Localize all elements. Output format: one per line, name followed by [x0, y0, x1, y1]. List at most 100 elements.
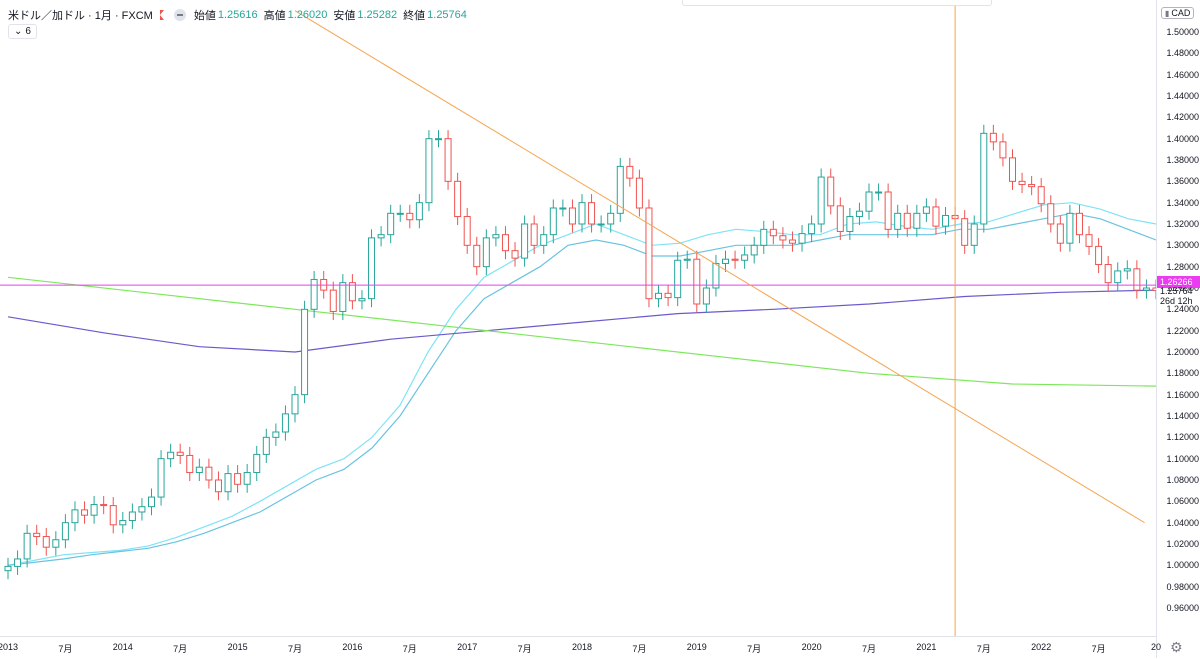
candle[interactable]: [128, 511, 136, 522]
candle[interactable]: [157, 458, 165, 498]
candle[interactable]: [454, 180, 462, 218]
candle[interactable]: [444, 138, 452, 182]
candle[interactable]: [664, 292, 672, 299]
candle[interactable]: [942, 214, 950, 227]
candle[interactable]: [14, 558, 22, 567]
candle[interactable]: [626, 165, 634, 179]
candle[interactable]: [760, 228, 768, 246]
candle[interactable]: [1085, 234, 1093, 247]
candle[interactable]: [358, 298, 366, 302]
candle[interactable]: [1142, 287, 1150, 291]
candle[interactable]: [999, 141, 1007, 159]
candle[interactable]: [1123, 268, 1131, 272]
candle[interactable]: [894, 212, 902, 230]
candle[interactable]: [559, 207, 567, 210]
candle[interactable]: [348, 282, 356, 302]
candle[interactable]: [406, 212, 414, 221]
candle[interactable]: [855, 210, 863, 218]
candle[interactable]: [272, 431, 280, 438]
candle[interactable]: [301, 308, 309, 396]
candle[interactable]: [195, 466, 203, 474]
candle[interactable]: [243, 472, 251, 485]
moving-average-1[interactable]: [7, 202, 1156, 566]
candle[interactable]: [33, 532, 41, 538]
candle[interactable]: [90, 504, 98, 516]
candle[interactable]: [511, 250, 519, 259]
candle[interactable]: [1066, 212, 1074, 244]
candle[interactable]: [712, 262, 720, 289]
candle[interactable]: [1009, 157, 1016, 182]
candle[interactable]: [425, 138, 433, 204]
candle[interactable]: [1018, 180, 1026, 186]
candle[interactable]: [368, 237, 376, 300]
candle[interactable]: [970, 223, 978, 246]
candle[interactable]: [1075, 212, 1083, 236]
candle[interactable]: [865, 191, 873, 212]
candle[interactable]: [291, 394, 299, 415]
candle[interactable]: [884, 191, 892, 230]
candle[interactable]: [1047, 203, 1055, 225]
candle[interactable]: [214, 479, 222, 493]
candle[interactable]: [607, 212, 615, 225]
candle[interactable]: [1104, 264, 1112, 284]
candle[interactable]: [482, 237, 490, 268]
candle[interactable]: [310, 278, 318, 310]
candle[interactable]: [1056, 223, 1064, 244]
candle[interactable]: [798, 233, 806, 244]
candle[interactable]: [435, 138, 442, 141]
candle[interactable]: [224, 473, 232, 493]
candle[interactable]: [769, 228, 777, 237]
candle[interactable]: [71, 509, 79, 524]
symbol-title[interactable]: 米ドル／加ドル · 1月 · FXCM: [8, 10, 153, 22]
candle[interactable]: [1114, 270, 1122, 284]
chart-canvas[interactable]: [0, 0, 1156, 636]
candle[interactable]: [109, 505, 117, 526]
candle[interactable]: [377, 234, 385, 239]
candle[interactable]: [578, 202, 586, 225]
candle[interactable]: [148, 496, 155, 508]
candle[interactable]: [463, 216, 471, 246]
candle[interactable]: [616, 165, 624, 214]
eye-icon[interactable]: [173, 9, 186, 21]
candle[interactable]: [119, 520, 127, 526]
candle[interactable]: [932, 206, 940, 227]
flag-icon[interactable]: [159, 10, 164, 20]
price-axis[interactable]: 1.50000 1.48000 1.46000 1.44000 1.42000 1.400…: [1156, 0, 1200, 658]
candle[interactable]: [540, 234, 548, 246]
candle[interactable]: [81, 509, 89, 516]
candle[interactable]: [501, 234, 509, 252]
candle[interactable]: [396, 212, 404, 215]
candle[interactable]: [281, 413, 289, 433]
candle[interactable]: [980, 132, 988, 225]
candle[interactable]: [588, 202, 596, 225]
chart-area[interactable]: [0, 0, 1156, 636]
candle[interactable]: [329, 289, 337, 312]
candle[interactable]: [875, 191, 883, 194]
candle[interactable]: [492, 234, 500, 239]
candle[interactable]: [674, 259, 682, 299]
candle[interactable]: [836, 205, 844, 232]
moving-average-2[interactable]: [7, 212, 1156, 566]
candle[interactable]: [253, 453, 261, 474]
candle[interactable]: [635, 177, 643, 209]
candle[interactable]: [597, 223, 605, 226]
candle[interactable]: [1028, 184, 1036, 188]
candle[interactable]: [387, 212, 395, 236]
candle[interactable]: [750, 244, 758, 256]
candle[interactable]: [788, 239, 796, 244]
candle[interactable]: [655, 292, 663, 300]
indicators-toggle-button[interactable]: ⌄ 6: [8, 24, 37, 39]
candle[interactable]: [1133, 268, 1141, 291]
candle[interactable]: [61, 522, 69, 541]
candle[interactable]: [903, 212, 911, 229]
candle[interactable]: [722, 258, 729, 264]
candle[interactable]: [521, 223, 529, 259]
candle[interactable]: [1037, 186, 1045, 205]
candle[interactable]: [205, 466, 213, 481]
gear-icon[interactable]: ⚙: [1170, 639, 1183, 655]
currency-badge[interactable]: ▮ CAD: [1161, 7, 1195, 19]
candle[interactable]: [4, 565, 12, 572]
candle[interactable]: [568, 207, 576, 225]
candle[interactable]: [186, 454, 194, 474]
candle[interactable]: [827, 176, 835, 207]
